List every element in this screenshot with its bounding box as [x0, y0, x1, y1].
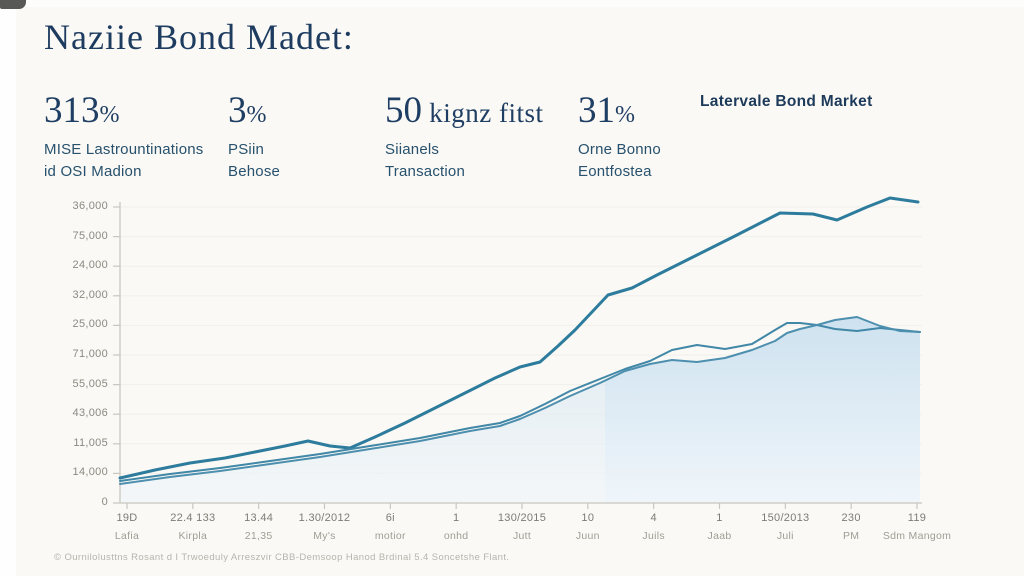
x-axis-label-primary: 150/2013 [761, 512, 810, 524]
x-axis-label-secondary: Juli [776, 530, 794, 542]
x-axis-label-secondary: Kirpla [178, 530, 208, 542]
x-axis-label-primary: 6i [385, 512, 395, 524]
x-axis-label-secondary: motior [374, 530, 406, 542]
x-axis-label-primary: 1 [716, 512, 723, 524]
y-axis-label: 25,000 [72, 318, 108, 331]
x-axis-label-primary: 4 [650, 512, 657, 524]
x-axis-label-primary: 19D [116, 512, 138, 524]
stat-block-4: 31% Orne Bonno Eontfostea [578, 92, 661, 183]
series-dark-line [118, 196, 920, 480]
page-title: Naziie Bond Madet: [44, 17, 354, 57]
y-axis-label: 75,000 [72, 229, 108, 242]
y-axis-label: 32,000 [72, 288, 108, 301]
x-axis-label-secondary: Jaab [707, 530, 732, 542]
stat-label: Orne Bonno Eontfostea [578, 141, 661, 180]
y-axis-label: 43,006 [72, 407, 108, 420]
page-top-margin [0, 0, 1024, 7]
series-area-line [119, 316, 921, 485]
x-axis-label-secondary: Jutt [512, 530, 532, 542]
y-axis-label: 55,005 [72, 377, 108, 390]
footer-note: © Ournilolusttns Rosant d I Trwoeduly Ar… [54, 552, 510, 563]
stat-value: 313% [44, 90, 120, 131]
stat-value: 3% [228, 90, 267, 131]
x-axis-label-primary: 1.30/2012 [298, 512, 351, 524]
y-axis-label: 14,000 [72, 466, 108, 479]
series-area-fill-strong [605, 317, 920, 503]
y-axis-label: 24,000 [72, 259, 108, 272]
y-axis-label: 11,005 [73, 436, 108, 449]
x-axis-label-secondary: 21,35 [244, 530, 273, 542]
x-axis-label-secondary: PM [842, 530, 860, 542]
x-axis-label-secondary: Lafia [114, 530, 140, 542]
x-axis-label-primary: 10 [581, 512, 595, 524]
stat-value: 50 kignz fitst [385, 90, 544, 131]
y-axis-label: 0 [101, 496, 108, 508]
x-axis-label-secondary: Sdm Mangom [882, 530, 952, 542]
chart-legend-title: Latervale Bond Market [700, 93, 873, 110]
corner-artifact-mark [0, 0, 26, 9]
stat-label: Siianels Transaction [385, 141, 466, 180]
x-axis-label-primary: 230 [841, 512, 861, 524]
x-axis-label-primary: 22.4 133 [170, 512, 216, 524]
x-axis-label-primary: 130/2015 [497, 512, 547, 524]
y-axis-label: 71,000 [72, 348, 108, 360]
stat-block-2: 3% PSiin Behose [228, 92, 280, 183]
x-axis-label-secondary: Juils [642, 530, 665, 542]
x-axis-label-primary: 1 [452, 512, 460, 524]
stat-block-1: 313% MISE Lastrountinations id OSI Madion [44, 92, 203, 183]
series-thin-line [119, 322, 921, 482]
x-axis-label-primary: 13.44 [244, 512, 274, 524]
stat-label: PSiin Behose [228, 141, 281, 180]
x-axis-label-primary: 119 [907, 512, 927, 524]
y-axis-label: 36,000 [72, 200, 108, 212]
stat-value: 31% [578, 90, 635, 131]
stat-label: MISE Lastrountinations id OSI Madion [44, 141, 204, 180]
stat-block-3: 50 kignz fitst Siianels Transaction [385, 92, 544, 183]
page-left-margin [0, 0, 16, 576]
x-axis-label-secondary: Juun [575, 530, 600, 542]
x-axis-label-secondary: onhd [443, 530, 469, 542]
x-axis-label-secondary: My's [313, 530, 336, 542]
